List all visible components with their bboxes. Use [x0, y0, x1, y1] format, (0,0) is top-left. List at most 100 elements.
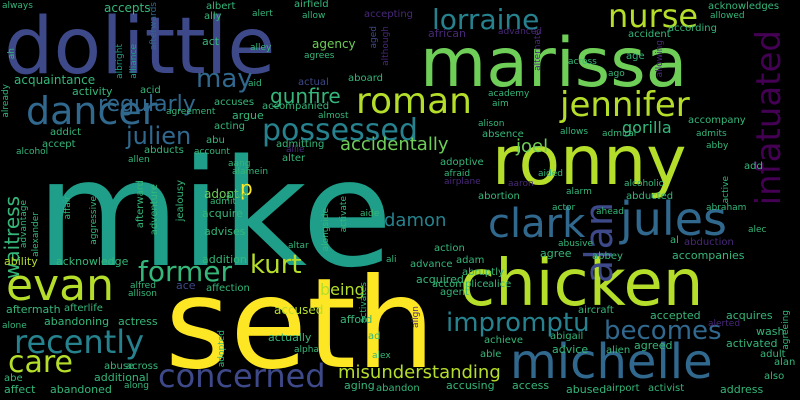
word-p: p [240, 176, 253, 200]
word-advance: advance [410, 259, 453, 270]
word-acknowledge: acknowledge [56, 255, 129, 268]
word-allow: allow [302, 11, 326, 21]
word-actress: actress [118, 315, 158, 328]
word-accompany: accompany [688, 115, 746, 126]
word-abbey: abbey [592, 251, 623, 262]
word-ace: ace [176, 279, 196, 292]
word-align: align [411, 306, 421, 328]
word-additional: additional [94, 371, 149, 384]
word-always: always [2, 1, 33, 11]
word-abruptly: abruptly [462, 267, 504, 278]
word-advice: advice [552, 343, 589, 356]
word-damon: damon [384, 210, 447, 231]
word-aged: aged [369, 26, 379, 49]
word-agent: agent [440, 287, 469, 298]
word-albert: albert [206, 1, 236, 12]
word-ally: ally [204, 11, 222, 22]
word-aide: aide [360, 209, 380, 219]
word-add: add [744, 161, 763, 172]
word-alongside: alongside [321, 208, 331, 252]
word-alley: alley [250, 43, 272, 53]
word-allie: allie [286, 145, 305, 155]
word-ad: ad [368, 331, 381, 342]
word-misunderstanding: misunderstanding [338, 362, 501, 383]
word-alarm: alarm [566, 187, 592, 197]
word-afterwards: afterwards [149, 2, 159, 51]
word-accepted: accepted [650, 309, 701, 322]
word-aim: aim [492, 99, 509, 109]
word-afraid: afraid [444, 169, 471, 179]
word-alfred: alfred [130, 281, 156, 291]
word-already: already [1, 84, 11, 118]
word-affect: affect [4, 383, 36, 396]
word-aaron: aaron [508, 179, 534, 189]
word-alexander: alexander [31, 212, 41, 257]
word-concerned: concerned [158, 357, 326, 395]
word-african: african [428, 27, 466, 40]
word-afford: afford [340, 313, 373, 326]
word-acquires: acquires [726, 309, 773, 322]
word-actually: actually [268, 331, 312, 344]
word-affection: affection [206, 283, 250, 294]
word-agency: agency [312, 37, 356, 51]
word-accomplice: accomplice [432, 279, 489, 290]
word-acquired: acquired [416, 273, 464, 286]
word-also: also [764, 371, 785, 382]
word-albright: albright [115, 44, 125, 79]
word-ago: ago [608, 69, 625, 79]
word-evan: evan [6, 260, 114, 311]
word-allowing: allowing [655, 40, 665, 78]
word-marissa: marissa [420, 24, 688, 103]
word-although: although [381, 26, 391, 66]
word-dolittle: dolittle [4, 2, 276, 92]
word-abandon: abandon [376, 383, 420, 394]
word-abraham: abraham [706, 203, 747, 213]
word-accusing: accusing [446, 379, 495, 392]
word-adopt: adopt [204, 187, 239, 201]
word-accidentally: accidentally [340, 134, 449, 155]
word-advises: advises [204, 225, 246, 238]
word-abducted: abducted [626, 191, 674, 202]
word-abortion: abortion [478, 191, 520, 202]
word-abandoned: abandoned [50, 383, 112, 396]
word-may: may [196, 64, 253, 94]
word-abusive: abusive [558, 239, 593, 249]
word-allison: allison [128, 289, 157, 299]
word-ability: ability [4, 255, 38, 268]
word-jennifer: jennifer [560, 85, 690, 125]
word-alternate: alternate [533, 30, 543, 71]
word-alice: alice [488, 279, 512, 290]
word-alamein: alamein [232, 167, 269, 177]
word-according: according [668, 23, 717, 34]
word-addition: addition [202, 253, 247, 266]
word-jules: jules [620, 192, 727, 246]
word-accepting: accepting [364, 9, 414, 20]
word-adoptive: adoptive [440, 157, 484, 168]
word-al: al [670, 235, 679, 246]
word-roman: roman [356, 81, 472, 122]
word-accepts: accepts [104, 1, 151, 15]
word-active: active [721, 176, 731, 204]
word-action: action [434, 243, 465, 254]
word-agree: agree [540, 247, 572, 260]
word-addict: addict [50, 127, 82, 138]
word-abe: abe [4, 373, 23, 384]
word-ronny: ronny [492, 122, 687, 201]
word-dancer: dancer [26, 89, 158, 133]
word-agrees: agrees [304, 51, 335, 61]
word-lorraine: lorraine [432, 3, 540, 36]
word-access: access [512, 379, 550, 392]
word-admits: admits [696, 129, 727, 139]
word-alcoholic: alcoholic [624, 179, 664, 189]
word-possessed: possessed [262, 113, 418, 148]
word-act: act [202, 35, 220, 48]
word-clark: clark [488, 201, 586, 247]
word-admiral: admiral [602, 129, 637, 139]
word-airfield: airfield [294, 0, 329, 10]
word-acknowledges: acknowledges [708, 1, 780, 12]
word-accompanied: accompanied [262, 101, 330, 112]
word-alison: alison [478, 119, 505, 129]
word-activity: activity [72, 85, 113, 98]
word-abigail: abigail [550, 331, 584, 342]
